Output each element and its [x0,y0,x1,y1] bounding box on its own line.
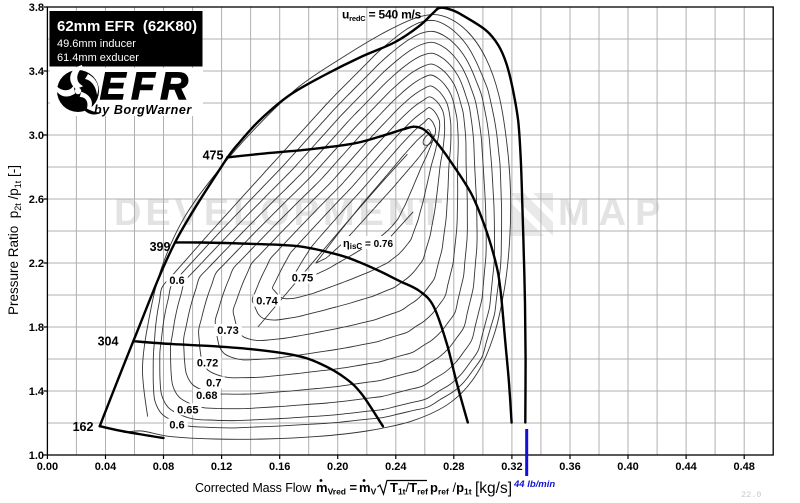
svg-text:0.6: 0.6 [169,420,184,432]
svg-text:by BorgWarner: by BorgWarner [94,103,192,117]
svg-text:0.68: 0.68 [196,390,217,402]
svg-text:0.40: 0.40 [617,461,638,473]
svg-text:3.8: 3.8 [29,2,44,14]
svg-text:0.6: 0.6 [169,275,184,287]
svg-text:[kg/s]: [kg/s] [475,480,512,497]
svg-text:0.65: 0.65 [177,404,198,416]
svg-text:304: 304 [98,335,119,349]
svg-text:0.74: 0.74 [256,296,278,308]
svg-text:0.48: 0.48 [733,461,754,473]
svg-text:1.8: 1.8 [29,322,44,334]
svg-text:162: 162 [73,420,94,434]
svg-text:1.0: 1.0 [29,450,44,462]
svg-text:0.08: 0.08 [153,461,174,473]
svg-text:EFR: EFR [100,66,194,108]
svg-text:0.20: 0.20 [327,461,348,473]
svg-text:0.00: 0.00 [37,461,58,473]
svg-text:ηisC = 0.76: ηisC = 0.76 [343,238,393,251]
svg-text:Corrected Mass Flow: Corrected Mass Flow [195,481,312,495]
svg-text:62mm EFR (62K80): 62mm EFR (62K80) [57,18,197,35]
svg-text:3.4: 3.4 [29,66,45,78]
svg-text:3.0: 3.0 [29,130,44,142]
svg-text:0.72: 0.72 [197,358,218,370]
svg-text:0.75: 0.75 [292,273,313,285]
svg-text:0.04: 0.04 [95,461,117,473]
svg-text:0.7: 0.7 [206,378,221,390]
svg-text:0.73: 0.73 [217,325,238,337]
svg-text:0.32: 0.32 [501,461,522,473]
svg-text:0.24: 0.24 [385,461,407,473]
svg-text:2.6: 2.6 [29,194,44,206]
svg-text:49.6mm inducer: 49.6mm inducer [57,38,136,50]
svg-text:=: = [350,480,358,495]
svg-text:0.36: 0.36 [559,461,580,473]
svg-text:0.12: 0.12 [211,461,232,473]
svg-text:1.4: 1.4 [29,386,45,398]
svg-text:399: 399 [150,240,171,254]
svg-text:22.0: 22.0 [741,490,761,500]
svg-text:0.44: 0.44 [675,461,697,473]
svg-text:2.2: 2.2 [29,258,44,270]
svg-text:475: 475 [203,149,224,163]
svg-text:61.4mm exducer: 61.4mm exducer [57,52,139,64]
svg-text:0.16: 0.16 [269,461,290,473]
svg-text:Pressure Ratio p2t /p1t [-]: Pressure Ratio p2t /p1t [-] [6,165,23,315]
svg-text:MAP: MAP [558,192,669,234]
svg-text:44 lb/min: 44 lb/min [513,479,555,490]
svg-text:0.28: 0.28 [443,461,464,473]
